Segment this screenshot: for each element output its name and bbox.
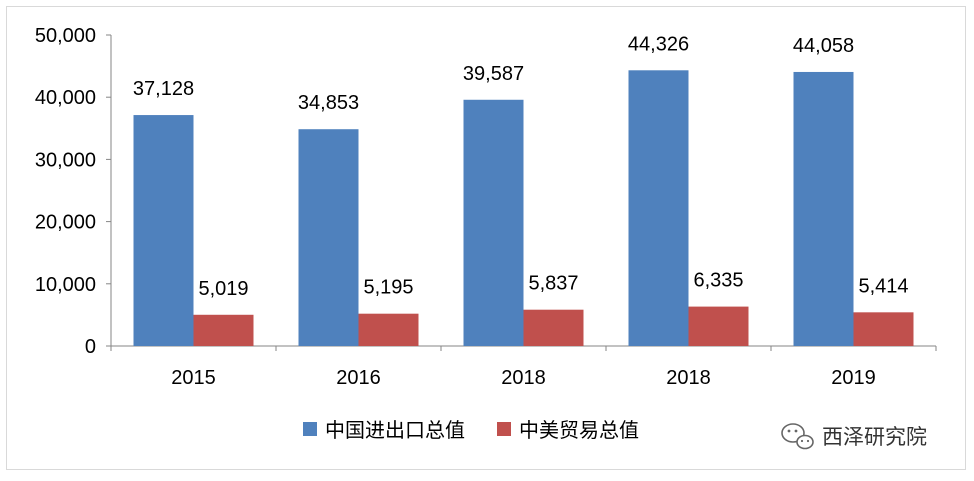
data-label: 39,587 (463, 63, 524, 85)
watermark: 西泽研究院 (781, 423, 927, 450)
y-tick-label: 30,000 (35, 149, 96, 171)
data-label: 37,128 (133, 78, 194, 100)
bar (523, 309, 584, 346)
data-label: 6,335 (693, 270, 743, 292)
x-tick-label: 2018 (666, 367, 711, 389)
bar (358, 313, 419, 346)
bar (133, 115, 194, 346)
bar (793, 71, 854, 347)
y-tick-label: 50,000 (35, 25, 96, 47)
bar (193, 314, 254, 346)
y-tick-label: 0 (85, 336, 96, 358)
legend-swatch-us-china-trade (497, 422, 511, 436)
x-tick-label: 2015 (171, 367, 216, 389)
watermark-text: 西泽研究院 (822, 425, 927, 449)
x-tick-label: 2019 (831, 367, 876, 389)
y-tick-label: 10,000 (35, 274, 96, 296)
y-axis: 0 10,000 20,000 30,000 40,000 50,000 (35, 25, 112, 358)
data-label: 5,837 (528, 273, 578, 295)
data-labels: 37,128 34,853 39,587 44,326 44,058 5,019 5,195… (133, 33, 909, 299)
data-label: 5,195 (363, 277, 413, 299)
bar (853, 312, 914, 346)
data-label: 34,853 (298, 92, 359, 114)
bar (463, 99, 524, 346)
data-label: 44,326 (628, 33, 689, 55)
data-label: 44,058 (793, 35, 854, 57)
x-tick-label: 2018 (501, 367, 546, 389)
bar (688, 306, 749, 346)
legend: 中国进出口总值 中美贸易总值 (303, 418, 639, 442)
y-tick-label: 40,000 (35, 87, 96, 109)
x-axis: 2015 2016 2018 2018 2019 (110, 345, 937, 389)
legend-label-us-china-trade: 中美贸易总值 (519, 418, 639, 442)
legend-swatch-china-trade (303, 422, 317, 436)
bar (298, 129, 359, 346)
x-tick-label: 2016 (336, 367, 381, 389)
legend-label-china-trade: 中国进出口总值 (325, 418, 465, 442)
data-label: 5,414 (858, 275, 908, 297)
bar (628, 70, 689, 346)
y-tick-label: 20,000 (35, 212, 96, 234)
bars (133, 70, 914, 347)
wechat-icon (781, 423, 814, 450)
data-label: 5,019 (198, 278, 248, 300)
